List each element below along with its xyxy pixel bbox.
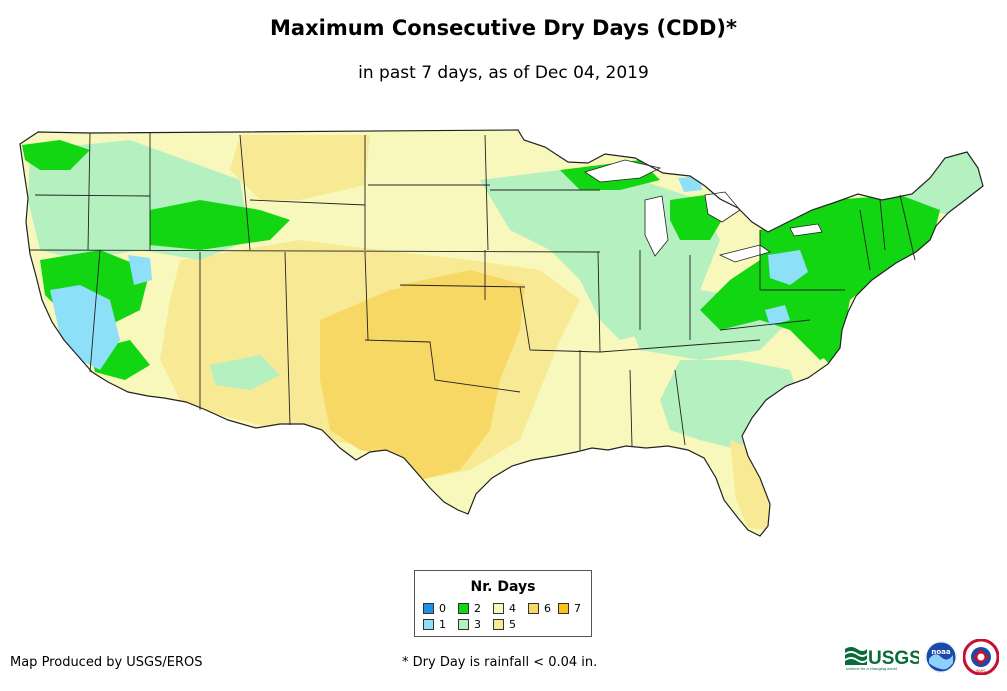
great-lakes: [584, 159, 823, 263]
lake-huron: [704, 191, 741, 223]
lake-erie: [718, 244, 771, 263]
usgs-tagline: science for a changing world: [846, 666, 897, 671]
dry-day-regions: [22, 135, 983, 530]
legend-label: 7: [574, 602, 581, 615]
legend-swatch: [423, 619, 434, 630]
legend-label: 0: [439, 602, 446, 615]
legend-label: 3: [474, 618, 481, 631]
legend-label: 2: [474, 602, 481, 615]
region-4-days-southwest-patch: [210, 355, 280, 390]
legend-title: Nr. Days: [470, 579, 536, 595]
legend-label: 6: [544, 602, 551, 615]
legend-item-3: 3: [458, 618, 481, 631]
us-cdd-map: [19, 129, 984, 537]
nws-wordmark: NWS: [976, 669, 986, 674]
lake-superior: [584, 159, 662, 183]
region-2-days-washington: [22, 140, 90, 170]
legend-swatch: [493, 619, 504, 630]
usgs-wordmark: USGS: [868, 648, 919, 669]
region-1-day-virginia: [765, 305, 790, 326]
region-2-days-idaho-wyoming: [150, 200, 290, 250]
legend-swatch: [528, 603, 539, 614]
state-borders: [19, 129, 984, 537]
lake-michigan: [644, 195, 669, 257]
region-5-days-florida: [730, 440, 770, 530]
region-1-day-california: [50, 285, 120, 370]
legend-item-7: 7: [558, 602, 581, 615]
legend-item-2: 2: [458, 602, 481, 615]
legend-item-4: 4: [493, 602, 516, 615]
region-1-day-pennsylvania: [768, 250, 808, 285]
region-5-days-montana: [230, 135, 370, 200]
map-credit: Map Produced by USGS/EROS: [10, 655, 203, 670]
legend-item-5: 5: [493, 618, 516, 631]
region-1-day-nevada: [128, 255, 152, 285]
dry-day-footnote: * Dry Day is rainfall < 0.04 in.: [402, 655, 598, 670]
legend-swatch: [458, 603, 469, 614]
legend-label: 1: [439, 618, 446, 631]
region-3-days-southeast: [660, 360, 800, 450]
legend-swatch: [458, 619, 469, 630]
legend-swatch: [558, 603, 569, 614]
noaa-bird-icon: [929, 654, 953, 670]
legend-box: Nr. Days 0 2 4 6 7 1 3 5: [414, 570, 592, 637]
map-title: Maximum Consecutive Dry Days (CDD)*: [270, 16, 737, 40]
usgs-logo: USGS science for a changing world: [845, 647, 919, 671]
noaa-wordmark: noaa: [931, 648, 951, 656]
map-subtitle: in past 7 days, as of Dec 04, 2019: [358, 63, 649, 83]
legend-label: 5: [509, 618, 516, 631]
legend-label: 4: [509, 602, 516, 615]
lake-ontario: [789, 223, 823, 237]
legend-swatch: [493, 603, 504, 614]
legend-swatch: [423, 603, 434, 614]
nws-logo: NWS: [963, 639, 999, 675]
legend-item-1: 1: [423, 618, 446, 631]
usgs-wave-icon: [845, 647, 867, 665]
noaa-logo: noaa: [925, 641, 957, 673]
legend-item-6: 6: [528, 602, 551, 615]
legend-item-0: 0: [423, 602, 446, 615]
